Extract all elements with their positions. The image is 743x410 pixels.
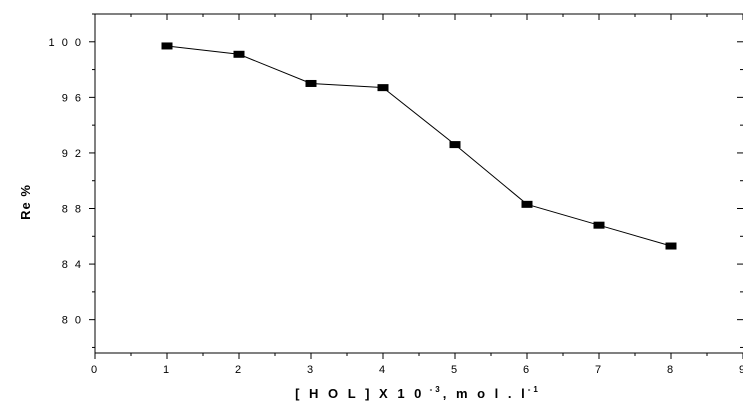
series-line xyxy=(166,45,672,247)
x-axis-title-exp1: -3 xyxy=(424,385,442,394)
x-tick-label: 2 xyxy=(235,364,243,376)
x-axis-ticks: 0 1 2 3 4 5 6 7 8 9 xyxy=(91,14,743,376)
y-tick-label: 8 4 xyxy=(62,259,83,271)
y-tick-label: 9 2 xyxy=(62,148,83,160)
y-tick-label: 8 8 xyxy=(62,204,83,216)
x-tick-label: 8 xyxy=(667,364,675,376)
y-tick-label: 8 0 xyxy=(62,315,83,327)
data-point xyxy=(233,50,245,58)
data-point xyxy=(521,200,533,208)
data-point xyxy=(449,141,461,149)
x-tick-label: 3 xyxy=(307,364,315,376)
data-point xyxy=(161,42,173,50)
y-tick-label: 9 6 xyxy=(62,92,83,104)
data-point xyxy=(593,221,605,229)
data-point xyxy=(305,79,317,87)
y-axis-title: Re % xyxy=(18,184,33,220)
plot-frame xyxy=(94,13,743,354)
x-axis-title-mid: , m o l . l xyxy=(443,386,528,401)
x-tick-label: 7 xyxy=(595,364,603,376)
x-axis-title-base: [ H O L ] X 1 0 xyxy=(295,386,424,401)
x-tick-label: 6 xyxy=(523,364,531,376)
x-axis-title: [ H O L ] X 1 0 -3, m o l . l-1 xyxy=(295,385,541,401)
x-tick-label: 9 xyxy=(739,364,743,376)
x-tick-label: 0 xyxy=(91,364,99,376)
x-axis-title-exp2: -1 xyxy=(528,385,541,394)
data-point xyxy=(377,84,389,92)
x-tick-label: 1 xyxy=(163,364,171,376)
x-tick-label: 4 xyxy=(379,364,387,376)
series xyxy=(161,42,677,250)
x-tick-label: 5 xyxy=(451,364,459,376)
y-tick-label: 1 0 0 xyxy=(49,37,83,49)
data-point xyxy=(665,242,677,250)
y-axis-ticks: 1 0 0 9 6 9 2 8 8 8 4 8 0 xyxy=(49,13,743,348)
